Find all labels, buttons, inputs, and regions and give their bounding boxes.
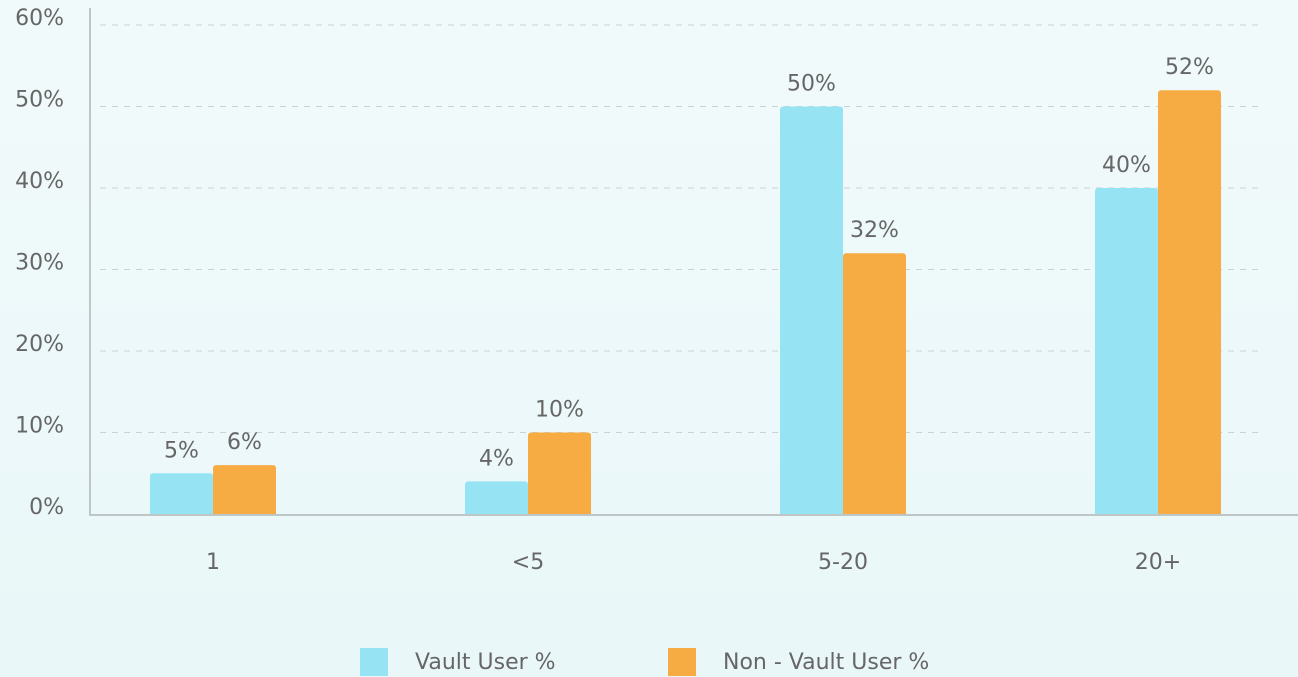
value-label: 50% xyxy=(787,72,836,97)
value-label: 32% xyxy=(850,218,899,243)
y-tick-label: 50% xyxy=(15,88,64,113)
bar-base xyxy=(465,484,528,514)
x-tick-label: <5 xyxy=(512,550,544,575)
value-label: 10% xyxy=(535,398,584,423)
bar-base xyxy=(843,256,906,514)
legend-label: Vault User % xyxy=(415,650,556,675)
x-tick-label: 5-20 xyxy=(818,550,868,575)
y-tick-label: 0% xyxy=(29,495,64,520)
bar-base xyxy=(213,468,276,514)
bar-base xyxy=(780,109,843,514)
y-tick-label: 20% xyxy=(15,332,64,357)
legend-label: Non - Vault User % xyxy=(723,650,929,675)
value-label: 6% xyxy=(227,430,262,455)
x-tick-label: 1 xyxy=(206,550,220,575)
legend-swatch xyxy=(668,648,696,676)
x-tick-label: 20+ xyxy=(1135,550,1181,575)
value-label: 4% xyxy=(479,446,514,471)
bar-base xyxy=(1095,191,1158,514)
y-tick-label: 30% xyxy=(15,251,64,276)
value-label: 5% xyxy=(164,438,199,463)
bar-base xyxy=(150,476,213,514)
y-tick-label: 10% xyxy=(15,414,64,439)
y-tick-label: 60% xyxy=(15,6,64,31)
value-label: 40% xyxy=(1102,153,1151,178)
legend-swatch xyxy=(360,648,388,676)
value-label: 52% xyxy=(1165,55,1214,80)
y-tick-label: 40% xyxy=(15,169,64,194)
bar-base xyxy=(528,435,591,514)
bar-base xyxy=(1158,93,1221,514)
